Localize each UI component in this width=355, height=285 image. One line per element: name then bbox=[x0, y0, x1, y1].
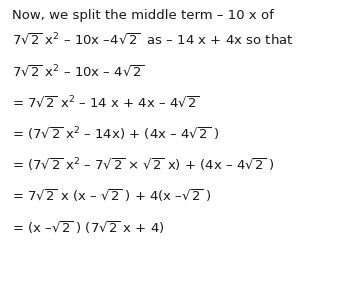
Text: 7$\sqrt{2}$ x$^{2}$ – 10x – 4$\sqrt{2}$: 7$\sqrt{2}$ x$^{2}$ – 10x – 4$\sqrt{2}$ bbox=[12, 64, 145, 80]
Text: = 7$\sqrt{2}$ x$^{2}$ – 14 x + 4x – 4$\sqrt{2}$: = 7$\sqrt{2}$ x$^{2}$ – 14 x + 4x – 4$\s… bbox=[12, 95, 200, 111]
Text: = (7$\sqrt{2}$ x$^{2}$ – 14x) + (4x – 4$\sqrt{2}$ ): = (7$\sqrt{2}$ x$^{2}$ – 14x) + (4x – 4$… bbox=[12, 126, 220, 143]
Text: = 7$\sqrt{2}$ x (x – $\sqrt{2}$ ) + 4(x –$\sqrt{2}$ ): = 7$\sqrt{2}$ x (x – $\sqrt{2}$ ) + 4(x … bbox=[12, 188, 212, 204]
Text: 7$\sqrt{2}$ x$^{2}$ – 10x –4$\sqrt{2}$  as – 14 x + 4x so that: 7$\sqrt{2}$ x$^{2}$ – 10x –4$\sqrt{2}$ a… bbox=[12, 32, 294, 47]
Text: Now, we split the middle term – 10 x of: Now, we split the middle term – 10 x of bbox=[12, 9, 274, 22]
Text: = (7$\sqrt{2}$ x$^{2}$ – 7$\sqrt{2}$ × $\sqrt{2}$ x) + (4x – 4$\sqrt{2}$ ): = (7$\sqrt{2}$ x$^{2}$ – 7$\sqrt{2}$ × $… bbox=[12, 157, 275, 174]
Text: = (x –$\sqrt{2}$ ) (7$\sqrt{2}$ x + 4): = (x –$\sqrt{2}$ ) (7$\sqrt{2}$ x + 4) bbox=[12, 219, 165, 236]
